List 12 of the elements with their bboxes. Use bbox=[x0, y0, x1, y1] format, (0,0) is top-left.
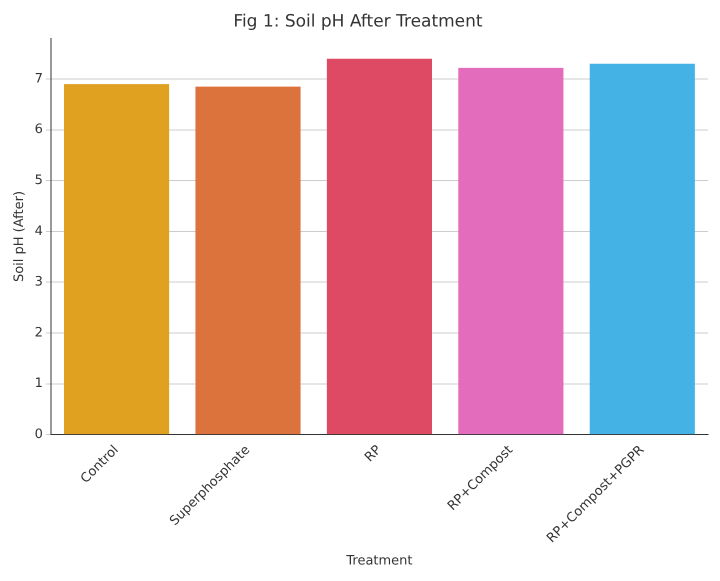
x-tick-label: RP bbox=[362, 442, 385, 466]
y-tick-label: 2 bbox=[34, 325, 43, 340]
y-tick-label: 7 bbox=[34, 71, 43, 86]
y-tick-label: 5 bbox=[34, 172, 43, 188]
y-tick-label: 4 bbox=[34, 224, 43, 239]
y-tick-label: 0 bbox=[34, 426, 43, 442]
y-axis-title: Soil pH (After) bbox=[12, 190, 28, 282]
y-tick-label: 3 bbox=[34, 274, 43, 290]
chart-title: Fig 1: Soil pH After Treatment bbox=[233, 12, 483, 32]
y-tick-label: 6 bbox=[34, 122, 43, 138]
x-axis-title: Treatment bbox=[345, 554, 413, 569]
y-tick-label: 1 bbox=[34, 376, 43, 392]
